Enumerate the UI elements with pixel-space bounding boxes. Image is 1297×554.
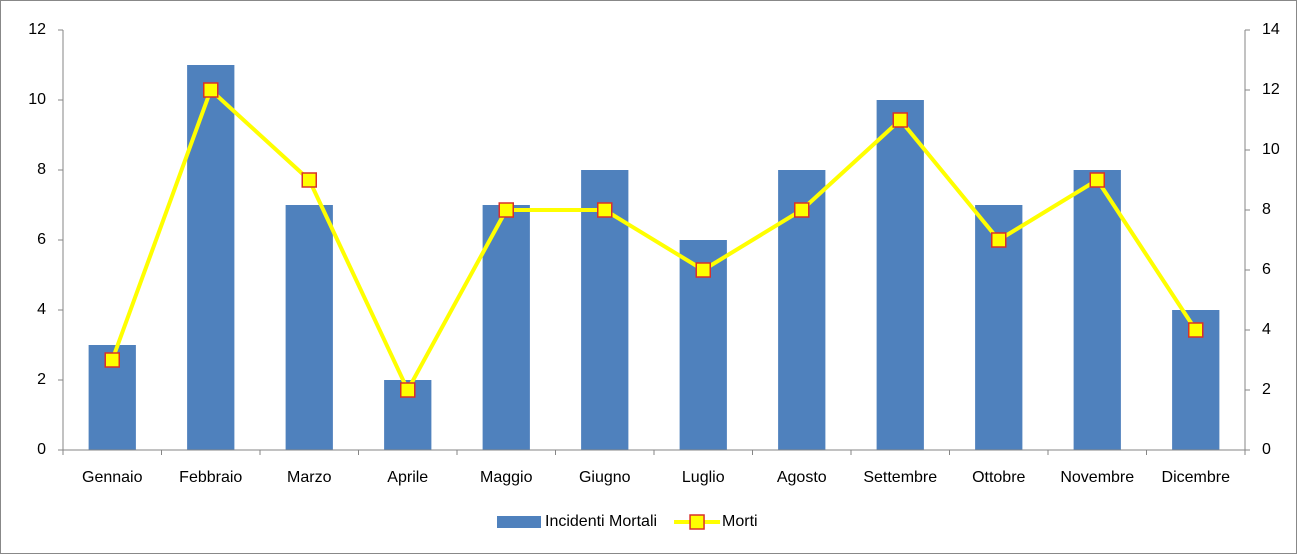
- line-marker: [695, 262, 711, 278]
- x-tick-label: Ottobre: [972, 469, 1025, 486]
- line: [110, 88, 1198, 392]
- x-tick-label: Luglio: [682, 469, 725, 486]
- x-tick-label: Febbraio: [179, 469, 242, 486]
- legend-label: Incidenti Mortali: [545, 513, 657, 530]
- y2-tick-label: 8: [1262, 201, 1271, 218]
- legend-swatch: [497, 516, 541, 528]
- line-marker: [400, 382, 416, 398]
- bar: [1073, 170, 1121, 450]
- line-marker: [301, 172, 317, 188]
- legend-marker: [689, 514, 705, 530]
- y2-tick-label: 14: [1262, 21, 1280, 38]
- y2-tick-label: 2: [1262, 381, 1271, 398]
- y-tick-label: 2: [37, 371, 46, 388]
- x-tick-label: Gennaio: [82, 469, 143, 486]
- line-marker: [794, 202, 810, 218]
- x-tick-label: Novembre: [1060, 469, 1134, 486]
- line-marker: [1089, 172, 1105, 188]
- bar: [482, 205, 530, 450]
- y-tick-label: 8: [37, 161, 46, 178]
- x-tick-label: Agosto: [777, 469, 827, 486]
- x-tick-label: Settembre: [863, 469, 937, 486]
- y2-tick-label: 0: [1262, 441, 1271, 458]
- x-tick-label: Aprile: [387, 469, 428, 486]
- line-marker: [498, 202, 514, 218]
- y2-tick-label: 12: [1262, 81, 1280, 98]
- y-tick-label: 0: [37, 441, 46, 458]
- bar: [876, 100, 924, 450]
- bar: [187, 65, 235, 450]
- legend-label: Morti: [722, 513, 758, 530]
- y2-tick-label: 4: [1262, 321, 1271, 338]
- y-tick-label: 10: [28, 91, 46, 108]
- x-tick-label: Maggio: [480, 469, 533, 486]
- x-tick-label: Giugno: [579, 469, 631, 486]
- bar: [285, 205, 333, 450]
- line-marker: [104, 352, 120, 368]
- line-marker: [892, 112, 908, 128]
- y-tick-label: 6: [37, 231, 46, 248]
- y2-tick-label: 10: [1262, 141, 1280, 158]
- line-marker: [991, 232, 1007, 248]
- line-marker: [203, 82, 219, 98]
- line-marker: [597, 202, 613, 218]
- y-tick-label: 4: [37, 301, 46, 318]
- x-tick-label: Marzo: [287, 469, 332, 486]
- line-marker: [1188, 322, 1204, 338]
- y-tick-label: 12: [28, 21, 46, 38]
- x-tick-label: Dicembre: [1162, 469, 1231, 486]
- y2-tick-label: 6: [1262, 261, 1271, 278]
